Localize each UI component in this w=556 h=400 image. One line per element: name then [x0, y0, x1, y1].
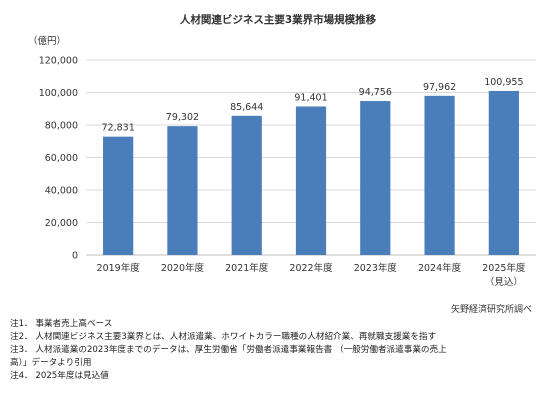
bar — [103, 136, 134, 255]
note-1: 注1． 事業者売上高ベース — [10, 319, 113, 329]
bar-value-label: 72,831 — [102, 123, 135, 134]
x-tick-label: 2024年度 — [418, 262, 462, 274]
source-note: 矢野経済研究所調べ — [450, 305, 532, 315]
notes-section: 注1． 事業者売上高ベース 注2． 人材関連ビジネス主要3業界とは、人材派遣業、… — [10, 318, 546, 383]
x-tick-label: 2023年度 — [354, 262, 398, 274]
chart-title: 人材関連ビジネス主要3業界市場規模推移 — [179, 14, 377, 26]
y-tick-label: 20,000 — [45, 218, 78, 229]
y-axis-unit: （億円） — [28, 36, 67, 47]
bar — [295, 106, 327, 255]
bar-value-label: 100,955 — [484, 77, 523, 88]
y-tick-label: 80,000 — [45, 121, 78, 132]
x-tick-label: 2021年度 — [225, 262, 269, 274]
bar-value-label: 97,962 — [423, 82, 456, 93]
x-tick-label: 2019年度 — [97, 262, 141, 274]
x-tick-label: 2022年度 — [289, 262, 333, 274]
note-3: 注3． 人材派遣業の2023年度までのデータは、厚生労働省「労働者派遣事業報告書… — [10, 345, 447, 355]
note-2: 注2． 人材関連ビジネス主要3業界とは、人材派遣業、ホワイトカラー職種の人材紹介… — [10, 332, 437, 342]
bar — [488, 90, 519, 256]
x-tick-label: 2020年度 — [161, 262, 205, 274]
bar — [360, 101, 391, 255]
y-tick-label: 60,000 — [45, 153, 78, 164]
bar — [167, 126, 198, 255]
bar-value-label: 85,644 — [230, 102, 263, 113]
x-tick-sublabel: （見込） — [485, 276, 523, 288]
bar-value-label: 94,756 — [359, 87, 392, 98]
bar — [424, 95, 455, 255]
y-tick-label: 100,000 — [39, 88, 78, 99]
bar — [231, 115, 262, 256]
x-tick-label: 2025年度 — [482, 262, 526, 274]
y-tick-label: 40,000 — [45, 186, 78, 197]
bar-value-label: 79,302 — [166, 112, 199, 123]
note-3-continued: 高）」データより引用 — [10, 358, 92, 368]
y-tick-label: 0 — [72, 251, 78, 262]
bar-value-label: 91,401 — [294, 92, 327, 103]
note-4: 注4． 2025年度は見込値 — [10, 371, 109, 381]
y-tick-label: 120,000 — [39, 56, 78, 67]
